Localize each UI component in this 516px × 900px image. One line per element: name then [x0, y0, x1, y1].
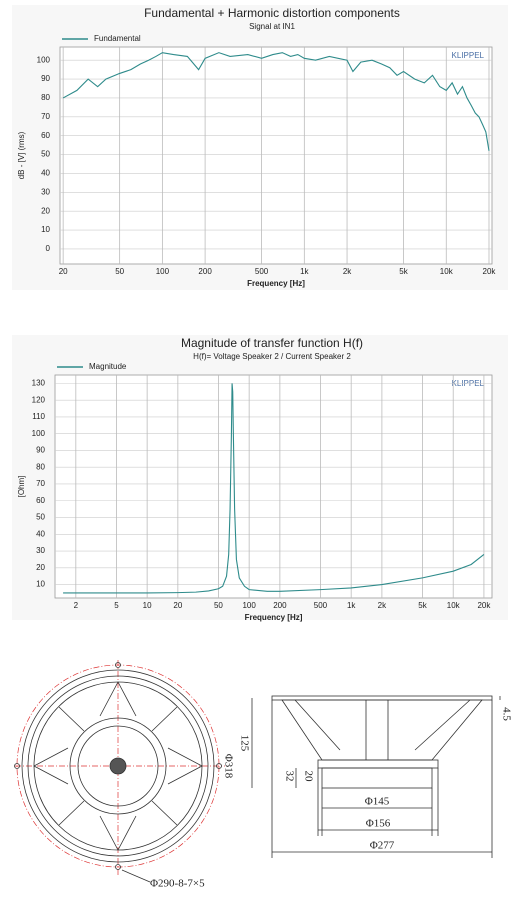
x-tick-label: 100	[242, 601, 256, 610]
x-tick-label: 50	[214, 601, 223, 610]
legend-label: Magnitude	[89, 362, 127, 371]
y-tick-label: 70	[36, 479, 45, 488]
x-tick-label: 10k	[447, 601, 461, 610]
x-tick-label: 200	[198, 267, 212, 276]
y-axis-label: [Ohm]	[17, 476, 26, 498]
x-tick-label: 2	[74, 601, 79, 610]
chart-subtitle: H(f)= Voltage Speaker 2 / Current Speake…	[193, 352, 351, 361]
x-tick-label: 5k	[399, 267, 408, 276]
x-tick-label: 20	[173, 601, 182, 610]
dimension: Φ318	[222, 754, 234, 779]
extension-lines	[271, 700, 493, 858]
leader	[121, 869, 151, 883]
dimension: Φ145	[365, 796, 390, 808]
x-axis-label: Frequency [Hz]	[245, 613, 303, 622]
x-tick-label: 500	[314, 601, 328, 610]
mount-hole	[216, 763, 222, 769]
y-tick-label: 40	[41, 169, 50, 178]
dimension: 125	[238, 735, 250, 752]
legend-label: Fundamental	[94, 34, 141, 43]
y-tick-label: 10	[41, 225, 50, 234]
basket	[281, 699, 483, 761]
y-tick-label: 70	[41, 112, 50, 121]
x-tick-label: 20k	[477, 601, 491, 610]
y-tick-label: 90	[41, 74, 50, 83]
basket-detail	[294, 699, 471, 760]
y-tick-label: 60	[36, 496, 45, 505]
y-tick-label: 20	[41, 206, 50, 215]
series-line	[62, 52, 490, 151]
chart-title: Fundamental + Harmonic distortion compon…	[144, 6, 400, 20]
flange	[271, 695, 493, 701]
watermark: KLIPPEL	[452, 51, 485, 60]
y-tick-label: 40	[36, 529, 45, 538]
x-tick-label: 5	[114, 601, 119, 610]
x-tick-label: 100	[156, 267, 170, 276]
x-tick-label: 500	[255, 267, 269, 276]
y-tick-label: 130	[32, 378, 46, 387]
x-tick-label: 5k	[418, 601, 427, 610]
y-tick-label: 60	[41, 131, 50, 140]
dimension: 20	[302, 771, 314, 783]
y-tick-label: 90	[36, 446, 45, 455]
x-tick-label: 20k	[483, 267, 497, 276]
basket-spokes	[33, 681, 203, 851]
y-tick-label: 100	[37, 55, 51, 64]
chart-subtitle: Signal at IN1	[249, 22, 295, 31]
technical-drawing: Φ290-8-7×5 Φ318 125 4.5 32 20 Φ145 Φ156 …	[14, 660, 512, 890]
x-tick-label: 10k	[440, 267, 454, 276]
outer-rim	[21, 669, 215, 863]
spider	[77, 725, 159, 807]
y-tick-label: 50	[41, 150, 50, 159]
y-tick-label: 50	[36, 513, 45, 522]
y-tick-label: 20	[36, 563, 45, 572]
dimension: 4.5	[500, 707, 512, 721]
x-tick-label: 10	[143, 601, 152, 610]
y-tick-label: 80	[41, 93, 50, 102]
y-tick-label: 30	[36, 546, 45, 555]
x-tick-label: 1k	[347, 601, 356, 610]
mount-hole	[14, 763, 20, 769]
plot-area	[59, 46, 493, 265]
x-tick-label: 20	[59, 267, 68, 276]
y-tick-label: 10	[36, 580, 45, 589]
x-tick-label: 1k	[300, 267, 309, 276]
dimension: Φ156	[366, 818, 391, 830]
y-tick-label: 80	[36, 462, 45, 471]
bolt-circle	[16, 664, 220, 868]
y-tick-label: 100	[32, 429, 46, 438]
magnet	[321, 767, 433, 789]
x-tick-label: 2k	[378, 601, 387, 610]
x-axis-label: Frequency [Hz]	[247, 279, 305, 288]
rim	[27, 675, 209, 857]
y-tick-label: 0	[46, 244, 51, 253]
dust-cap	[109, 757, 127, 775]
x-tick-label: 2k	[343, 267, 352, 276]
series-line	[63, 383, 485, 594]
chart-title: Magnitude of transfer function H(f)	[181, 336, 363, 350]
dimension: Φ277	[370, 840, 395, 852]
top-plate	[317, 759, 439, 769]
y-axis-label: dB - [V] (rms)	[17, 131, 26, 179]
mount-hole	[115, 864, 121, 870]
y-tick-label: 120	[32, 395, 46, 404]
y-tick-label: 110	[32, 412, 45, 421]
y-tick-label: 30	[41, 187, 50, 196]
mount-hole	[115, 662, 121, 668]
plot-area	[54, 374, 493, 599]
hole-spec: Φ290-8-7×5	[150, 878, 205, 890]
x-tick-label: 200	[273, 601, 287, 610]
dimension: 32	[283, 771, 295, 782]
cone	[69, 717, 167, 815]
x-tick-label: 50	[115, 267, 124, 276]
